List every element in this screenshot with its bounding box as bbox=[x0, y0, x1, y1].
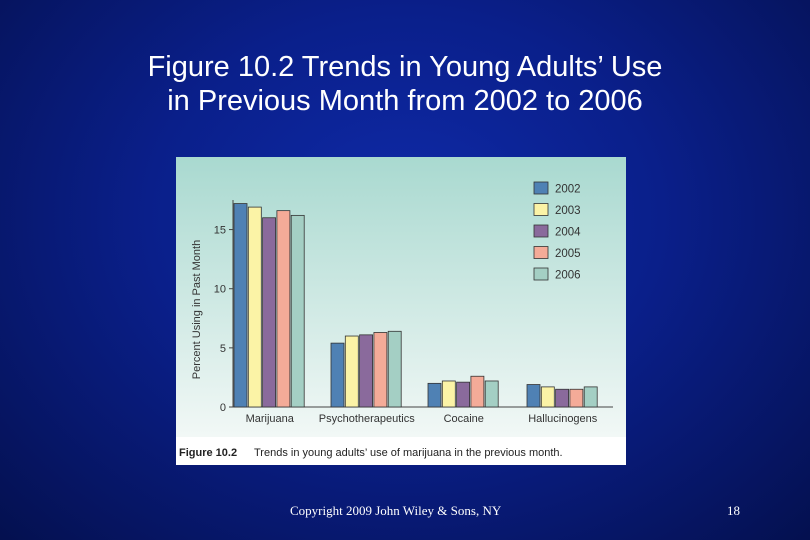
caption-bar bbox=[176, 437, 626, 465]
slide-title-line-1: Figure 10.2 Trends in Young Adults’ Use bbox=[147, 51, 663, 83]
copyright-text: Copyright 2009 John Wiley & Sons, NY bbox=[290, 503, 502, 518]
y-tick-label: 0 bbox=[220, 402, 226, 414]
bar-hallucinogens-2004 bbox=[555, 388, 570, 408]
y-tick-label: 15 bbox=[214, 225, 226, 237]
bar-hallucinogens-2005 bbox=[569, 388, 584, 408]
caption-label: Figure 10.2 bbox=[179, 447, 237, 459]
bar-marijuana-2005 bbox=[276, 210, 291, 408]
x-tick-label: Marijuana bbox=[246, 413, 295, 425]
legend-swatch-2002 bbox=[533, 181, 549, 195]
bar-psychotherapeutics-2004 bbox=[359, 334, 374, 408]
bar-hallucinogens-2003 bbox=[540, 386, 555, 408]
legend-swatch-2003 bbox=[533, 203, 549, 216]
bar-hallucinogens-2006 bbox=[583, 386, 598, 408]
bar-marijuana-2004 bbox=[262, 217, 276, 408]
bar-cocaine-2004 bbox=[456, 381, 471, 408]
legend-label-2005: 2005 bbox=[555, 248, 581, 260]
caption-text: Trends in young adults’ use of marijuana… bbox=[254, 447, 563, 459]
x-tick-label: Psychotherapeutics bbox=[319, 413, 415, 425]
slide-title: Figure 10.2 Trends in Young Adults’ Use … bbox=[0, 50, 810, 118]
bar-cocaine-2005 bbox=[470, 375, 485, 408]
bar-marijuana-2003 bbox=[247, 206, 262, 408]
bar-cocaine-2006 bbox=[484, 380, 499, 408]
bar-marijuana-2002 bbox=[233, 203, 248, 408]
slide-title-line-2: in Previous Month from 2002 to 2006 bbox=[167, 85, 643, 117]
bar-hallucinogens-2002 bbox=[526, 384, 541, 408]
legend-label-2003: 2003 bbox=[555, 205, 581, 217]
bar-psychotherapeutics-2006 bbox=[387, 330, 402, 408]
y-axis-label: Percent Using in Past Month bbox=[191, 240, 203, 379]
page-number: 18 bbox=[727, 503, 740, 518]
legend-label-2004: 2004 bbox=[555, 227, 581, 239]
bar-cocaine-2002 bbox=[427, 382, 442, 408]
legend-swatch-2004 bbox=[533, 224, 549, 238]
x-tick-label: Hallucinogens bbox=[528, 413, 598, 425]
legend-label-2002: 2002 bbox=[555, 184, 581, 196]
y-tick-label: 5 bbox=[220, 343, 226, 355]
x-tick-label: Cocaine bbox=[444, 413, 484, 425]
bar-psychotherapeutics-2002 bbox=[330, 342, 345, 408]
bar-psychotherapeutics-2005 bbox=[373, 332, 388, 408]
bar-psychotherapeutics-2003 bbox=[344, 335, 359, 408]
bar-cocaine-2003 bbox=[441, 380, 456, 408]
legend-swatch-2005 bbox=[533, 246, 549, 259]
bar-chart: 0 5 10 15 Percent Using in Past Month Marijua… bbox=[176, 157, 626, 465]
legend-swatch-2006 bbox=[533, 267, 549, 281]
bar-marijuana-2006 bbox=[290, 214, 305, 408]
y-tick-label: 10 bbox=[214, 284, 226, 296]
legend-label-2006: 2006 bbox=[555, 270, 581, 282]
figure-panel: 0 5 10 15 Percent Using in Past Month Marijua… bbox=[176, 157, 626, 465]
